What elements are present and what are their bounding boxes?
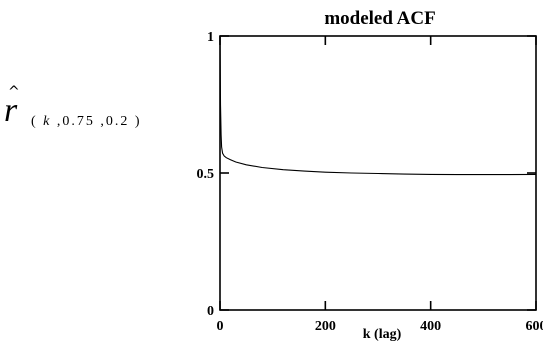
- y-axis-label-var: k: [43, 114, 52, 129]
- acf-series-line: [219, 35, 537, 176]
- x-tick-label: 400: [420, 319, 441, 334]
- x-tick-label: 0: [217, 319, 224, 334]
- x-tick-label: 600: [526, 319, 543, 334]
- y-axis-label-symbol: r: [4, 92, 18, 129]
- x-axis-label: k (lag): [363, 327, 402, 342]
- y-tick-label: 0: [207, 304, 214, 319]
- y-tick-label: 0.5: [197, 167, 215, 182]
- chart-title: modeled ACF: [324, 8, 435, 29]
- y-axis-label-hat: ^: [8, 84, 20, 100]
- y-tick-label: 1: [207, 30, 214, 45]
- y-axis-label-args: ( k ,0.75 ,0.2 ): [31, 114, 142, 130]
- y-axis-label-params: ,0.75 ,0.2: [56, 114, 130, 129]
- y-axis-label-close-paren: ): [134, 114, 142, 129]
- x-tick-label: 200: [315, 319, 336, 334]
- y-axis-label-open-paren: (: [31, 114, 38, 129]
